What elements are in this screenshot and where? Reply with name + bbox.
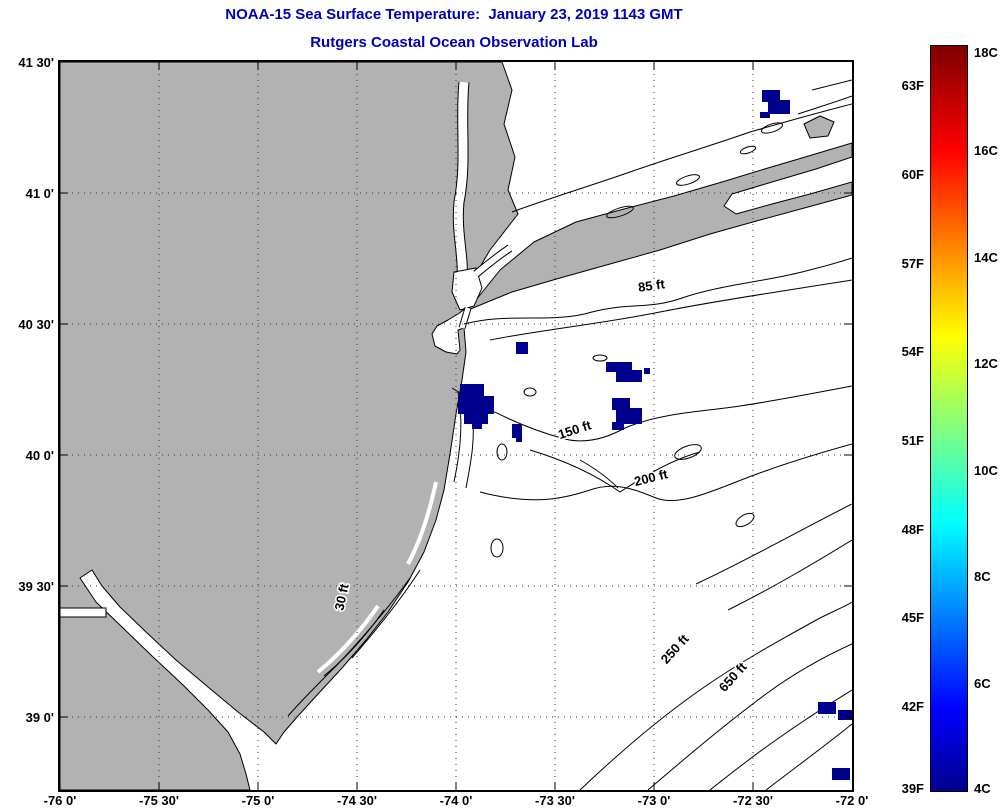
x-tick-label: -73 0' xyxy=(637,793,671,808)
connecticut-coastline xyxy=(511,103,852,213)
sst-patch xyxy=(832,768,850,780)
colorbar-label-c: 6C xyxy=(974,676,991,691)
colorbar-label-f: 63F xyxy=(901,78,924,93)
colorbar-label-f: 57F xyxy=(901,256,924,271)
nearshore-contour xyxy=(287,577,411,717)
shoal-contour xyxy=(523,387,537,397)
colorbar-label-f: 51F xyxy=(901,433,924,448)
shoal-contour xyxy=(592,354,608,362)
sst-patch xyxy=(762,90,780,102)
y-tick-label: 39 0' xyxy=(25,710,54,725)
contour-150ft xyxy=(451,385,852,442)
nearshore-contour xyxy=(351,569,421,659)
contour-250ft xyxy=(579,601,852,790)
colorbar-label-f: 48F xyxy=(901,522,924,537)
colorbar-label-c: 4C xyxy=(974,781,991,796)
barnegat-bay-lagoon xyxy=(406,481,438,565)
x-tick-label: -73 30' xyxy=(535,793,575,808)
x-tick-label: -75 30' xyxy=(139,793,179,808)
sst-patch xyxy=(512,424,522,438)
axis-tick-marks xyxy=(60,62,852,790)
island-outline xyxy=(739,145,757,155)
contour-85ft-inner xyxy=(489,279,852,341)
sst-patch xyxy=(516,342,528,354)
shoal-contour xyxy=(674,444,702,460)
x-tick-label: -74 30' xyxy=(337,793,377,808)
graticule-gridlines xyxy=(60,62,852,790)
sst-patch xyxy=(818,702,836,714)
colorbar-gradient xyxy=(930,45,968,792)
contour-northeast xyxy=(727,539,852,611)
colorbar-label-f: 39F xyxy=(901,781,924,796)
map-plot-area: 85 ft 150 ft 200 ft 250 ft 650 ft 30 ft xyxy=(58,60,854,792)
sst-patch xyxy=(616,408,642,424)
south-lagoon xyxy=(316,604,380,674)
waterways xyxy=(60,81,513,677)
sst-data-patches xyxy=(458,90,852,780)
figure-subtitle: Rutgers Coastal Ocean Observation Lab xyxy=(310,34,598,51)
depth-label-30ft: 30 ft xyxy=(331,582,351,612)
colorbar-label-c: 16C xyxy=(974,143,998,158)
sst-patch xyxy=(616,370,642,382)
colorbar-label-f: 54F xyxy=(901,344,924,359)
shoal-contour xyxy=(735,512,755,528)
contour-shelfbreak xyxy=(765,723,852,790)
y-tick-label: 41 30' xyxy=(18,55,54,70)
depth-label-85ft: 85 ft xyxy=(637,276,666,295)
figure-title: NOAA-15 Sea Surface Temperature: January… xyxy=(225,6,683,23)
sst-patch xyxy=(464,414,488,424)
shoal-contour xyxy=(490,538,504,558)
colorbar-label-c: 14C xyxy=(974,250,998,265)
x-tick-label: -72 0' xyxy=(835,793,869,808)
narrows-channel xyxy=(459,307,471,329)
contour-85ft xyxy=(463,257,852,325)
upper-bay xyxy=(451,267,483,311)
land-long-island xyxy=(467,142,852,311)
sst-patch xyxy=(768,100,790,114)
x-tick-label: -74 0' xyxy=(439,793,473,808)
rhode-island-coastline xyxy=(797,95,852,115)
sst-patch xyxy=(516,438,522,442)
x-tick-label: -76 0' xyxy=(43,793,77,808)
sst-patch xyxy=(606,362,632,372)
shoal-contour xyxy=(496,443,508,461)
y-tick-label: 40 0' xyxy=(25,448,54,463)
map-canvas: 85 ft 150 ft 200 ft 250 ft 650 ft 30 ft xyxy=(60,62,852,790)
sst-patch xyxy=(458,396,494,414)
colorbar-label-f: 60F xyxy=(901,167,924,182)
colorbar-label-f: 42F xyxy=(901,699,924,714)
sst-patch xyxy=(760,112,770,118)
sst-patch xyxy=(472,424,482,429)
y-tick-label: 40 30' xyxy=(18,317,54,332)
sound-shoal-outline xyxy=(606,205,634,219)
sound-shoal-outline xyxy=(676,174,700,186)
shelf-valley-head xyxy=(579,459,619,489)
x-tick-label: -75 0' xyxy=(241,793,275,808)
sst-patch xyxy=(612,422,624,430)
east-river xyxy=(474,245,512,277)
y-tick-label: 41 0' xyxy=(25,186,54,201)
sst-patch xyxy=(838,710,852,720)
inland-river-strip xyxy=(60,607,107,618)
island-outline xyxy=(760,122,784,134)
contour-northeast xyxy=(695,503,852,585)
land-small-island xyxy=(803,115,835,139)
contour-200ft xyxy=(479,443,852,502)
contour-650ft xyxy=(647,643,852,790)
colorbar-label-c: 10C xyxy=(974,463,998,478)
x-tick-label: -72 30' xyxy=(733,793,773,808)
colorbar-label-c: 8C xyxy=(974,569,991,584)
colorbar-label-c: 12C xyxy=(974,356,998,371)
y-tick-label: 39 30' xyxy=(18,579,54,594)
coastline-outlines xyxy=(511,79,852,219)
colorbar-label-f: 45F xyxy=(901,610,924,625)
hudson-river xyxy=(453,81,469,277)
top-right-coastline xyxy=(811,79,852,91)
sst-patch xyxy=(612,398,630,410)
colorbar-label-c: 18C xyxy=(974,45,998,60)
shelf-valley-contour xyxy=(529,449,701,493)
sst-patch xyxy=(644,368,650,374)
